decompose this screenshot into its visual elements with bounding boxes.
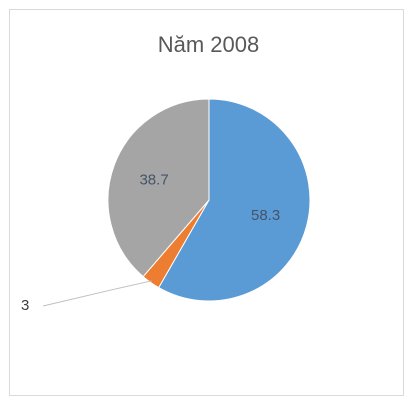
chart-title: Năm 2008: [157, 32, 260, 57]
leader-line-1: [42, 280, 152, 307]
slice-label-2: 38.7: [139, 172, 168, 189]
slice-label-1: 3: [21, 297, 29, 314]
pie-slice-2: [107, 98, 210, 278]
slice-label-0: 58.3: [251, 207, 280, 224]
pie-slice-0: [157, 98, 311, 302]
